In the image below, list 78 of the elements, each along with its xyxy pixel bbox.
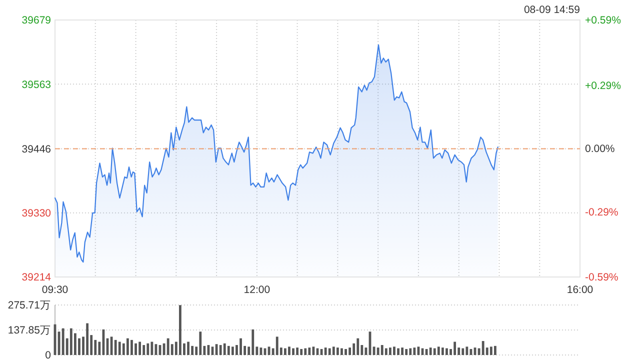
- bar: [446, 348, 448, 355]
- bar: [134, 343, 137, 355]
- bar: [86, 323, 89, 355]
- bar: [126, 338, 129, 355]
- bar: [240, 338, 242, 355]
- chart-subtitle: 08-09 14:59: [524, 4, 580, 16]
- bar: [324, 348, 327, 355]
- bar: [494, 346, 496, 355]
- bar: [490, 346, 492, 355]
- bar: [405, 349, 408, 355]
- bar: [409, 348, 412, 355]
- bar: [441, 348, 444, 355]
- bar: [348, 348, 352, 355]
- y2-tick-label: +0.29%: [585, 80, 621, 92]
- bar: [166, 338, 170, 355]
- y2-tick-label: +0.59%: [585, 14, 621, 27]
- bar: [304, 348, 307, 355]
- y2-tick-label: -0.59%: [585, 272, 618, 284]
- bar: [130, 340, 133, 355]
- bar: [284, 348, 286, 355]
- bar: [433, 348, 436, 355]
- x-tick-label: 12:00: [244, 284, 270, 296]
- bar: [150, 342, 154, 355]
- bar: [146, 343, 150, 355]
- bar: [70, 328, 72, 355]
- bar: [219, 345, 222, 355]
- bar: [429, 348, 432, 355]
- bar: [336, 348, 339, 355]
- bar: [300, 349, 303, 355]
- bar: [288, 346, 290, 355]
- bar: [296, 348, 299, 355]
- bar: [437, 346, 440, 355]
- bar: [344, 349, 347, 355]
- y-tick-label: 0: [45, 350, 52, 360]
- bar: [191, 346, 194, 355]
- bar: [380, 345, 384, 355]
- bar: [227, 346, 230, 355]
- bar: [98, 342, 101, 355]
- bar: [187, 342, 190, 355]
- y2-tick-label: -0.29%: [585, 206, 618, 218]
- bar: [482, 341, 484, 355]
- bar: [454, 342, 456, 355]
- bar: [118, 342, 121, 355]
- bar: [328, 348, 331, 355]
- y2-tick-label: 0.00%: [585, 143, 615, 156]
- y-tick-label: 39330: [22, 208, 52, 220]
- bar: [276, 336, 278, 355]
- bar: [199, 332, 202, 355]
- bar: [401, 348, 404, 355]
- bar: [356, 338, 360, 355]
- bar: [340, 348, 343, 355]
- bar: [178, 305, 182, 355]
- bar: [332, 346, 335, 355]
- bar: [308, 348, 311, 355]
- bar: [138, 342, 142, 355]
- bar: [223, 343, 226, 355]
- y-tick-label: 39214: [22, 272, 52, 284]
- bar: [292, 348, 294, 355]
- y-tick-label: 275.71万: [8, 300, 51, 312]
- y-tick-label: 39679: [22, 14, 52, 27]
- x-tick-label: 16:00: [566, 284, 594, 296]
- bar: [62, 328, 64, 355]
- bar: [231, 346, 234, 355]
- x-tick-label: 09:30: [42, 284, 68, 296]
- y-tick-label: 137.85万: [8, 324, 51, 337]
- bar: [462, 348, 464, 355]
- bar: [114, 340, 117, 355]
- bar: [393, 346, 396, 355]
- bar: [376, 348, 380, 355]
- bar: [466, 346, 468, 355]
- bar: [413, 348, 416, 355]
- bar: [397, 348, 400, 355]
- y-tick-label: 39446: [22, 143, 52, 156]
- bar: [252, 329, 254, 355]
- bar: [388, 348, 392, 355]
- bar: [142, 345, 146, 355]
- y-tick-label: 39563: [22, 78, 52, 91]
- bar: [384, 348, 388, 355]
